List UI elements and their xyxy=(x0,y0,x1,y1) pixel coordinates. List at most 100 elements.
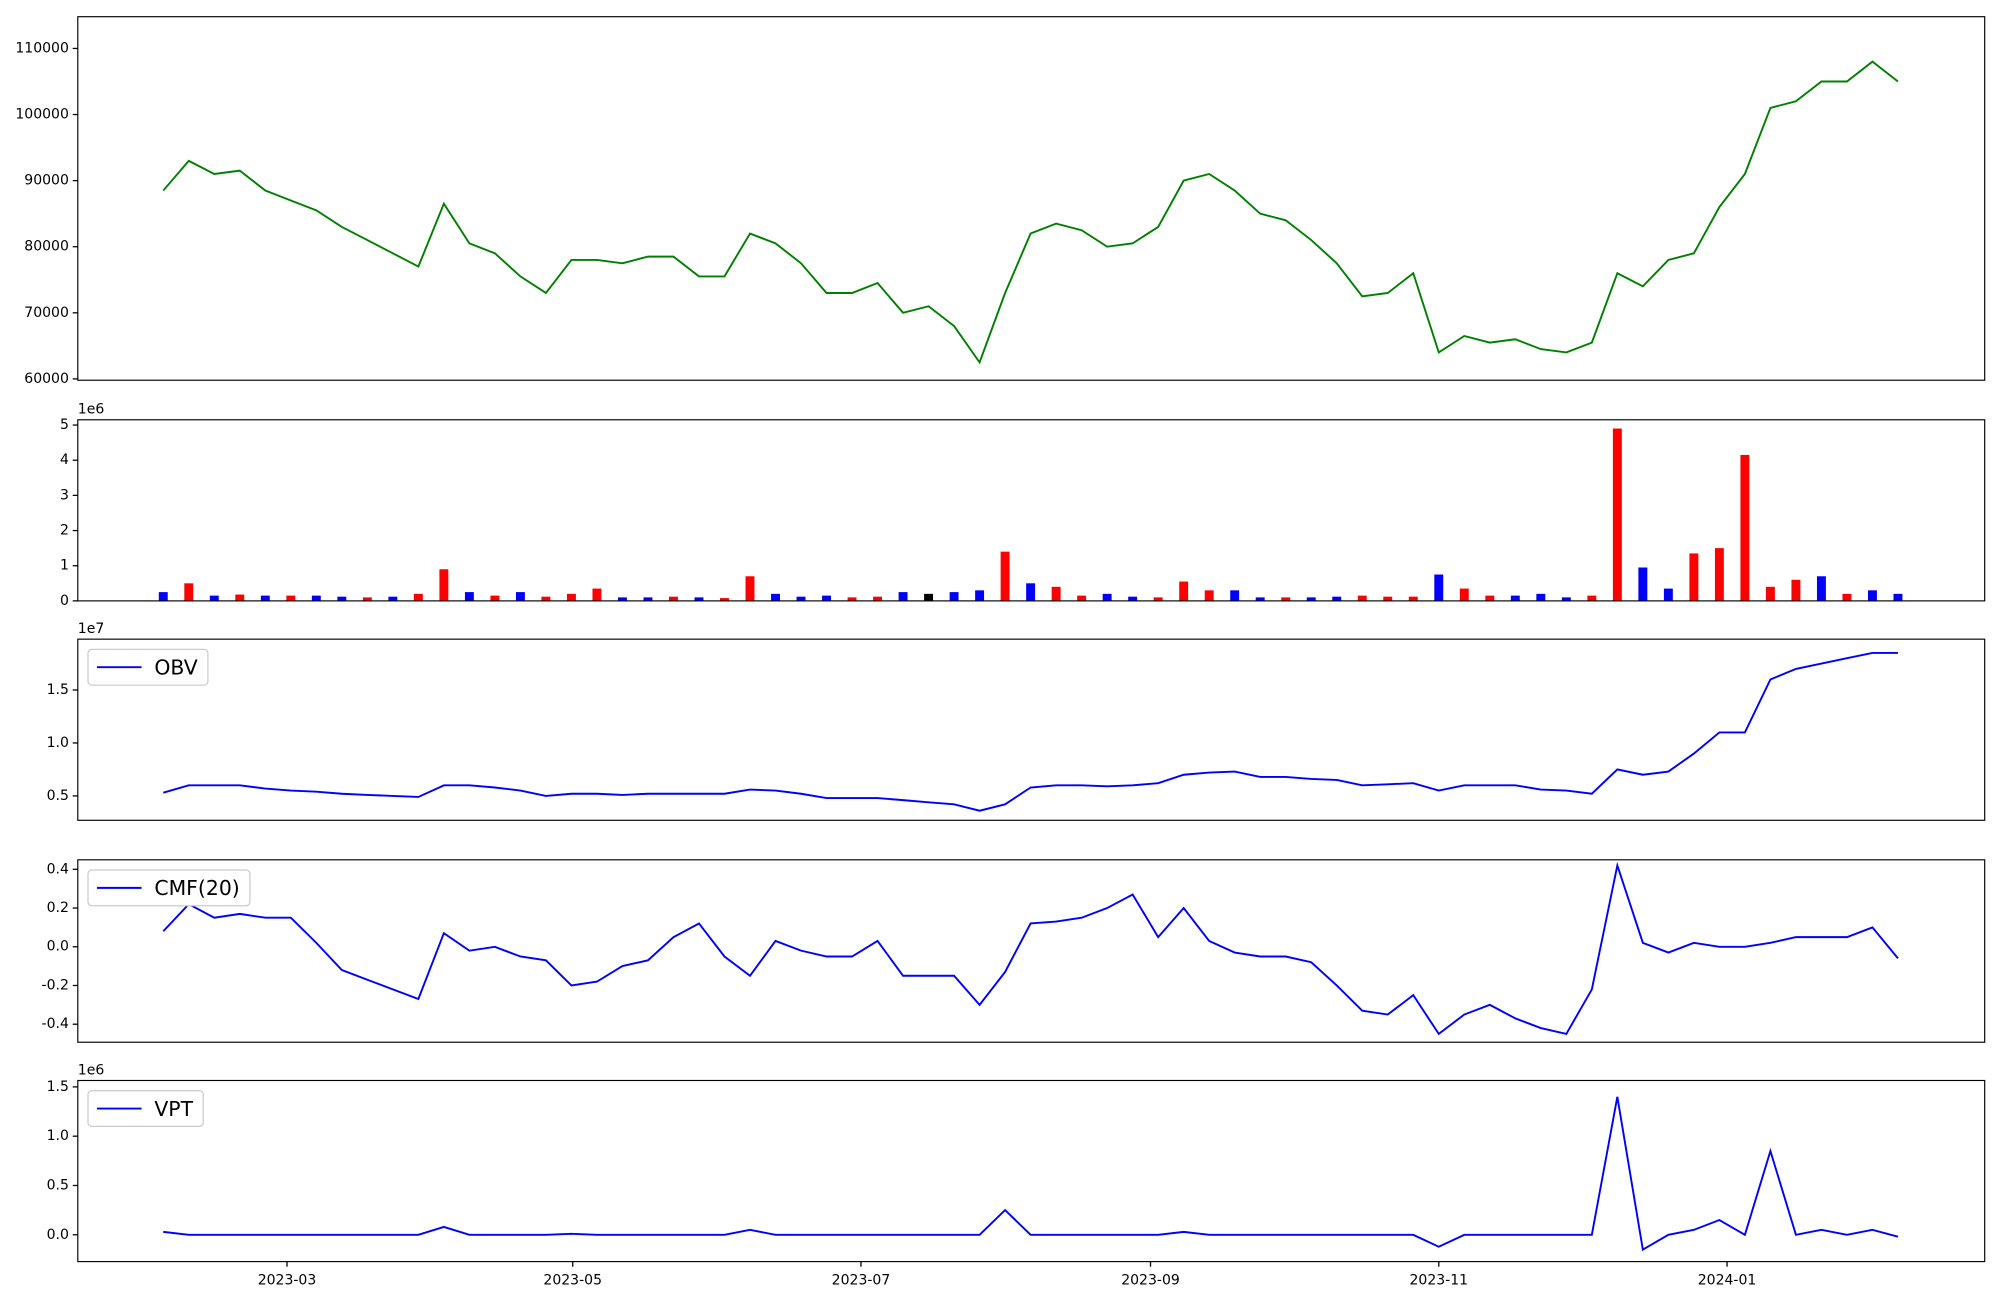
legend-label: OBV xyxy=(154,655,197,679)
bar xyxy=(1434,574,1444,601)
axes-frame xyxy=(77,638,1986,821)
bar xyxy=(1867,590,1877,601)
bar xyxy=(413,593,423,601)
bar xyxy=(643,597,653,601)
y-tick-label: 0.5 xyxy=(47,1177,69,1193)
x-tick-label: 2023-05 xyxy=(543,1273,602,1289)
y-tick-label: 0.4 xyxy=(47,861,69,877)
bar xyxy=(1102,593,1112,601)
bar xyxy=(1459,588,1469,601)
x-tick-label: 2023-11 xyxy=(1409,1273,1468,1289)
bar xyxy=(388,596,398,601)
line xyxy=(162,651,1898,812)
bar xyxy=(1714,548,1724,601)
bar xyxy=(566,593,576,601)
legend-label: VPT xyxy=(154,1097,193,1121)
bar xyxy=(1587,595,1597,601)
offset-text: 1e6 xyxy=(78,402,105,418)
legend-box xyxy=(87,1090,204,1128)
bar xyxy=(822,595,831,601)
bar xyxy=(924,593,934,601)
bar xyxy=(1893,593,1903,601)
x-tick-label: 2023-07 xyxy=(832,1273,891,1289)
legend-box xyxy=(87,648,209,686)
bar xyxy=(975,590,985,601)
bar xyxy=(362,597,372,601)
x-tick-label: 2023-09 xyxy=(1121,1273,1180,1289)
bar xyxy=(209,595,219,601)
legend-label: CMF(20) xyxy=(154,876,239,900)
line xyxy=(162,861,1899,1036)
y-tick-label: -0.2 xyxy=(42,977,69,993)
legend-box xyxy=(87,869,251,907)
bar xyxy=(1485,595,1495,601)
bar xyxy=(1230,590,1240,601)
bar xyxy=(847,597,857,601)
y-tick-label: 0.0 xyxy=(47,1227,69,1243)
y-tick-label: 0.0 xyxy=(47,939,69,955)
y-tick-label: 1.5 xyxy=(47,682,69,698)
bar xyxy=(1357,595,1367,601)
y-tick-label: 80000 xyxy=(24,239,69,255)
bar xyxy=(617,597,627,601)
bar xyxy=(311,595,321,601)
y-tick-label: 1.0 xyxy=(47,1128,69,1144)
y-tick-label: 1.0 xyxy=(47,735,69,751)
y-tick-label: 5 xyxy=(60,417,69,433)
bar xyxy=(1638,567,1648,601)
y-tick-label: 3 xyxy=(60,487,69,503)
axes-frame xyxy=(77,1079,1986,1263)
bar xyxy=(1536,593,1546,601)
bar xyxy=(1561,597,1571,601)
y-tick-label: 0.2 xyxy=(47,900,69,916)
bar xyxy=(1383,596,1393,601)
bar xyxy=(158,592,168,601)
y-tick-label: -0.4 xyxy=(42,1016,69,1032)
bar xyxy=(771,593,780,601)
y-tick-label: 0.5 xyxy=(47,788,69,804)
bar xyxy=(1791,579,1801,601)
bar xyxy=(235,594,245,601)
bar xyxy=(898,592,908,601)
bar xyxy=(1663,588,1673,601)
y-tick-label: 0 xyxy=(60,593,69,609)
bar xyxy=(1179,581,1189,601)
bar xyxy=(694,597,704,601)
y-tick-label: 90000 xyxy=(24,173,69,189)
bar xyxy=(1000,551,1010,601)
bar xyxy=(796,596,806,601)
bar xyxy=(1306,597,1316,601)
bar xyxy=(286,595,296,601)
bar xyxy=(1408,596,1418,601)
bar xyxy=(1026,583,1036,601)
y-tick-label: 60000 xyxy=(24,371,69,387)
bar xyxy=(1510,595,1520,601)
bar xyxy=(1153,597,1163,601)
bar xyxy=(873,596,883,601)
bar xyxy=(1077,595,1087,601)
bar xyxy=(1281,597,1291,601)
y-tick-label: 4 xyxy=(60,452,69,468)
y-tick-label: 110000 xyxy=(15,40,69,56)
line xyxy=(162,60,1899,365)
bar xyxy=(1765,586,1775,601)
bar xyxy=(515,592,525,601)
y-tick-label: 100000 xyxy=(15,107,69,123)
bar xyxy=(1842,593,1852,601)
axes-frame xyxy=(77,859,1986,1043)
bar xyxy=(745,576,755,601)
bar xyxy=(1255,597,1265,601)
x-tick-label: 2023-03 xyxy=(258,1273,317,1289)
y-tick-label: 1 xyxy=(60,558,69,574)
bar xyxy=(720,598,729,601)
bar xyxy=(541,596,551,601)
offset-text: 1e6 xyxy=(78,1062,105,1078)
y-tick-label: 70000 xyxy=(24,305,69,321)
bar xyxy=(337,596,347,601)
bar xyxy=(669,596,678,601)
bar xyxy=(1051,586,1061,601)
y-tick-label: 1.5 xyxy=(47,1079,69,1095)
bar xyxy=(1816,576,1826,601)
bar xyxy=(464,592,474,601)
line xyxy=(163,1096,1899,1252)
